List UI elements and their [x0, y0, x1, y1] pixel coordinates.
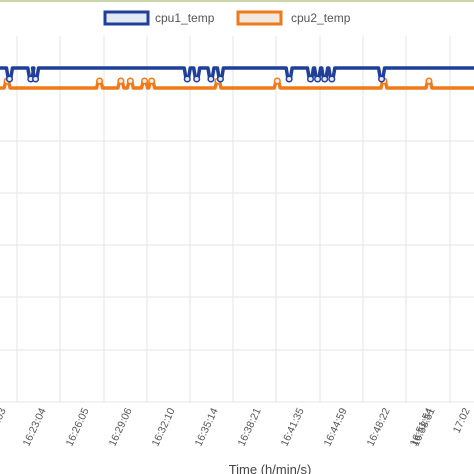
- x-tick-label-7: 16:41:35: [279, 406, 307, 448]
- point-cpu2-3[interactable]: [126, 77, 134, 85]
- legend-item-cpu1[interactable]: cpu1_temp: [103, 10, 215, 26]
- point-cpu1-4[interactable]: [193, 75, 201, 83]
- x-tick-label-9: 16:48:22: [365, 406, 393, 448]
- legend: cpu1_temp cpu2_temp: [103, 10, 351, 26]
- point-cpu2-9[interactable]: [425, 77, 433, 85]
- x-tick-label-3: 16:29:06: [107, 406, 135, 448]
- x-tick-label-13: 17:02: [451, 406, 473, 435]
- point-cpu2-1[interactable]: [95, 77, 104, 85]
- point-cpu1-12[interactable]: [378, 75, 386, 83]
- legend-label-cpu2: cpu2_temp: [291, 11, 351, 25]
- series-layer: [0, 66, 474, 90]
- x-tick-label-5: 16:35:14: [193, 406, 221, 448]
- legend-swatch-cpu2: [236, 10, 283, 26]
- legend-item-cpu2[interactable]: cpu2_temp: [236, 10, 351, 26]
- x-tick-labels: 16:20:03 16:23:04 16:26:05 16:29:06 16:32:10…: [0, 406, 473, 448]
- point-cpu2-4[interactable]: [141, 77, 149, 85]
- point-cpu1-0[interactable]: [5, 75, 14, 83]
- legend-swatch-cpu1: [103, 10, 150, 26]
- x-tick-label-8: 16:44:59: [322, 406, 350, 448]
- point-cpu1-6[interactable]: [216, 75, 224, 83]
- grid-lines: [0, 0, 474, 403]
- legend-label-cpu1: cpu1_temp: [155, 11, 215, 25]
- point-cpu1-8[interactable]: [306, 75, 315, 83]
- point-cpu2-2[interactable]: [117, 77, 125, 85]
- point-cpu1-9[interactable]: [314, 75, 322, 83]
- point-cpu1-11[interactable]: [328, 75, 336, 83]
- x-tick-label-12: 16:58:51: [410, 406, 438, 448]
- x-tick-label-2: 16:26:05: [64, 406, 92, 448]
- x-axis-title: Time (h/min/s): [229, 462, 312, 474]
- point-cpu2-5[interactable]: [148, 77, 156, 85]
- series-line-cpu1: [0, 66, 474, 82]
- point-cpu2-7[interactable]: [273, 77, 281, 85]
- series-line-cpu2: [0, 78, 474, 90]
- x-tick-label-1: 16:23:04: [21, 406, 49, 448]
- point-cpu1-5[interactable]: [207, 75, 215, 83]
- point-cpu1-2[interactable]: [32, 75, 40, 83]
- point-cpu1-7[interactable]: [285, 75, 293, 83]
- x-tick-label-4: 16:32:10: [150, 406, 178, 448]
- point-cpu1-3[interactable]: [183, 75, 191, 83]
- x-tick-label-6: 16:38:21: [236, 406, 264, 448]
- x-tick-label-0: 16:20:03: [0, 406, 9, 448]
- point-cpu1-10[interactable]: [321, 75, 329, 83]
